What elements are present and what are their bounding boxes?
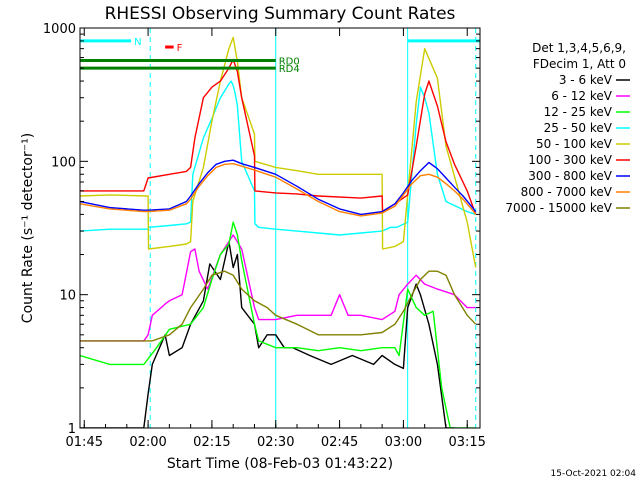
plot-area-frame	[79, 27, 481, 429]
state-bar-label: RD0	[279, 57, 300, 68]
legend-entry-label: 12 - 25 keV	[544, 105, 613, 119]
legend-entry-label: 300 - 800 keV	[528, 169, 612, 183]
series-line-9	[80, 270, 477, 342]
x-tick-label: 02:30	[257, 435, 294, 450]
x-axis-label: Start Time (08-Feb-03 01:43:22)	[167, 456, 393, 472]
legend-entry-label: 50 - 100 keV	[536, 137, 613, 151]
series-line-8	[80, 163, 477, 217]
series-line-7	[80, 159, 477, 216]
x-tick-label: 02:15	[193, 435, 230, 450]
legend-entry-label: 6 - 12 keV	[551, 89, 613, 103]
legend-entry-label: 800 - 7000 keV	[521, 185, 613, 199]
series-line-1	[80, 240, 455, 428]
y-tick-label: 100	[51, 155, 76, 170]
chart-title: RHESSI Observing Summary Count Rates	[105, 4, 456, 24]
legend-entry-label: 25 - 50 keV	[544, 121, 613, 135]
legend-header-line: FDecim 1, Att 0	[533, 57, 626, 71]
x-tick-label: 02:45	[321, 435, 358, 450]
series-line-3	[80, 221, 476, 428]
y-tick-label: 1000	[43, 22, 76, 37]
state-bar-label: N	[134, 37, 141, 48]
y-tick-label: 10	[59, 289, 76, 304]
state-bar-label: RD4	[279, 64, 300, 75]
legend-entry-label: 100 - 300 keV	[528, 153, 612, 167]
state-bar-label: F	[177, 43, 183, 54]
legend: Det 1,3,4,5,6,9, FDecim 1, Att 0 3 - 6 keV…	[505, 41, 630, 215]
series-line-6	[80, 58, 477, 215]
legend-entry-label: 3 - 6 keV	[559, 73, 613, 87]
series-line-5	[80, 36, 477, 268]
x-tick-label: 02:00	[129, 435, 166, 450]
x-tick-label: 03:15	[448, 435, 485, 450]
legend-header-line: Det 1,3,4,5,6,9,	[532, 41, 626, 55]
footer-timestamp: 15-Oct-2021 02:04	[551, 469, 637, 479]
legend-entry-label: 7000 - 15000 keV	[505, 201, 612, 215]
series-line-2	[80, 234, 476, 342]
x-tick-label: 01:45	[66, 435, 103, 450]
y-tick-label: 1	[68, 422, 76, 437]
y-axis-label: Count Rate (s⁻¹ detector⁻¹)	[20, 133, 36, 323]
series-line-4	[80, 80, 476, 236]
x-tick-label: 03:00	[385, 435, 422, 450]
